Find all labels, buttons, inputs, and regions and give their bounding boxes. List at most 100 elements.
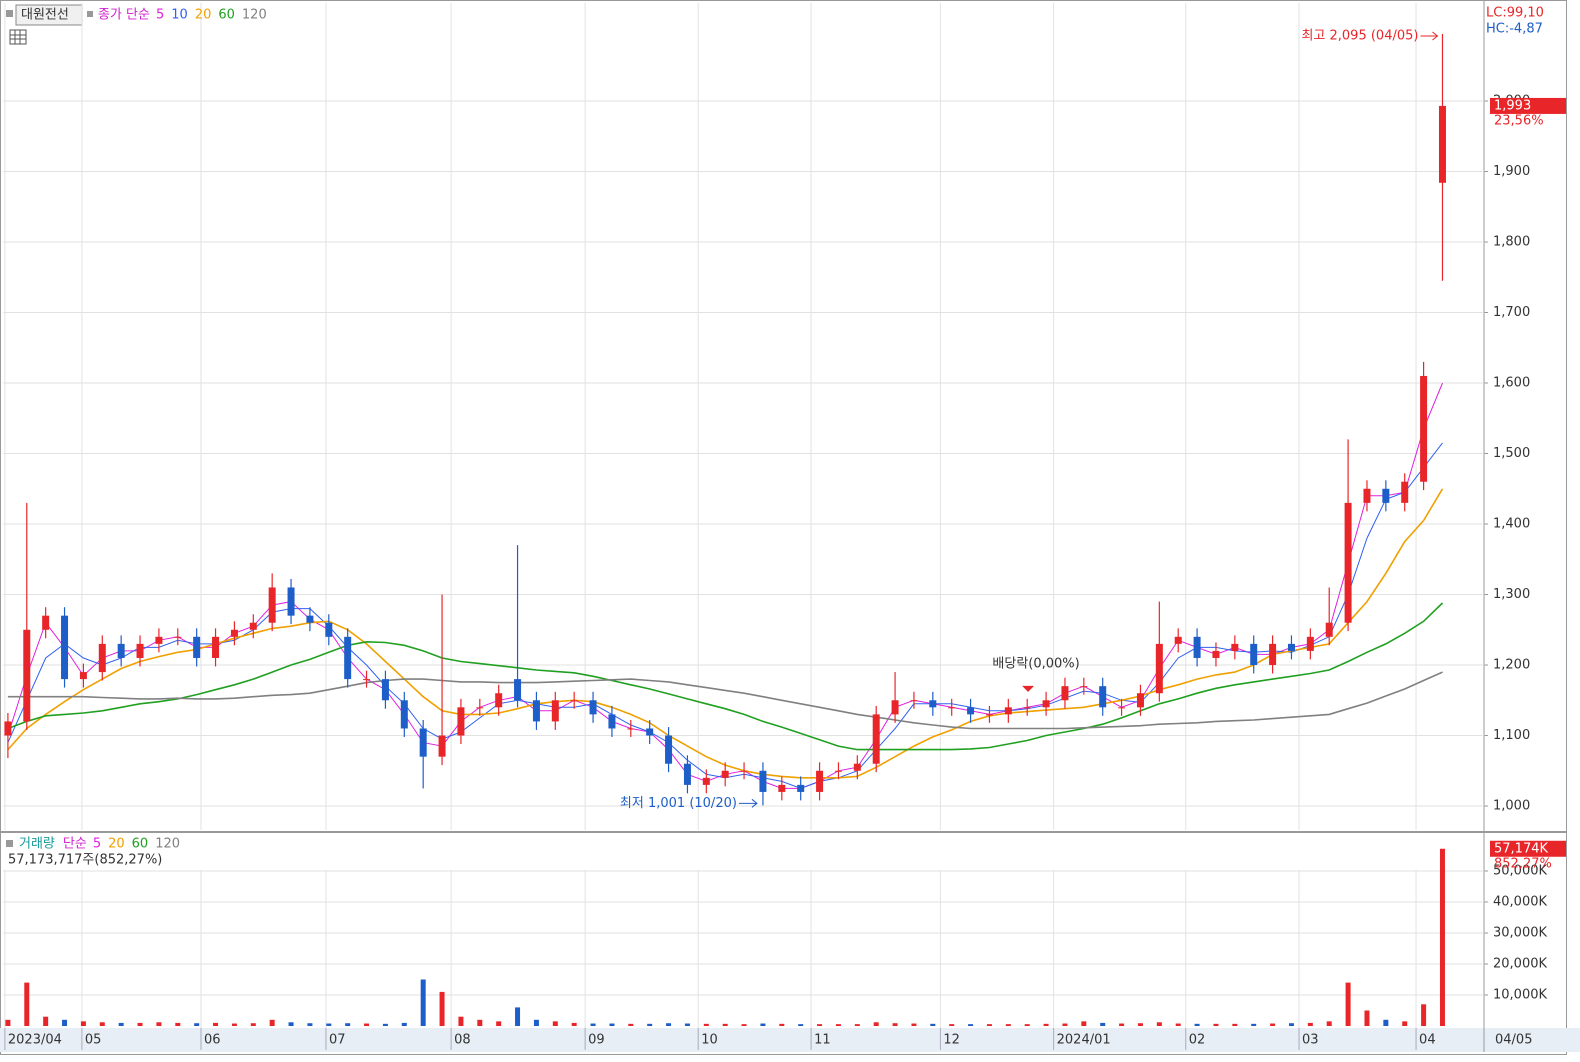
candle-body (61, 615, 69, 680)
volume-bar (1402, 1021, 1408, 1027)
volume-bar (911, 1023, 917, 1027)
volume-bar (1024, 1024, 1030, 1027)
lc-label: LC:99,10 (1486, 6, 1544, 21)
volume-bar (873, 1022, 879, 1027)
candle-body (778, 784, 786, 792)
volume-bar (288, 1022, 294, 1027)
candle-body (627, 728, 635, 730)
volume-legend-item: 60 (132, 837, 149, 852)
candle-body (1231, 643, 1239, 651)
y-tick-label: 1,200 (1493, 658, 1530, 673)
event-annotation: 배당락(0,00%) (992, 656, 1079, 671)
volume-bar (949, 1024, 955, 1027)
volume-bar (760, 1023, 766, 1027)
moving-average (7, 671, 1443, 730)
candle-body (1287, 643, 1295, 651)
volume-bar (477, 1019, 483, 1027)
last-price: 1,993 (1494, 98, 1531, 113)
volume-bar (326, 1023, 332, 1027)
candle-body (1212, 650, 1220, 658)
candle-body (419, 728, 427, 757)
volume-bar (628, 1023, 634, 1027)
x-tick-label: 12 (943, 1033, 960, 1048)
volume-bar (515, 1007, 521, 1027)
volume-bar (1439, 848, 1445, 1027)
volume-bar (817, 1024, 823, 1027)
candle-body (948, 707, 956, 709)
volume-bar (798, 1024, 804, 1027)
candle-body (1174, 636, 1182, 644)
y-tick-label: 1,400 (1493, 517, 1530, 532)
candle-body (212, 636, 220, 658)
x-tick-label: 05 (85, 1033, 102, 1048)
volume-bar (1062, 1023, 1068, 1027)
candle-body (1325, 622, 1333, 637)
candle-body (42, 615, 50, 630)
candle-body (1004, 707, 1012, 715)
volume-bar (1364, 1010, 1370, 1027)
candle-body (363, 679, 371, 681)
volume-bar (1194, 1023, 1200, 1027)
x-tick-label: 2024/01 (1057, 1033, 1111, 1048)
candle-body (400, 700, 408, 729)
candle-body (1080, 686, 1088, 688)
volume-bar (1005, 1024, 1011, 1027)
candle-body (136, 643, 144, 658)
x-tick-label: 07 (329, 1033, 346, 1048)
low-annotation: 최저 1,001 (10/20) (620, 796, 737, 811)
candle-body (1401, 481, 1409, 503)
volume-bar (307, 1023, 313, 1027)
y-tick-label: 1,600 (1493, 376, 1530, 391)
x-tick-label: 08 (454, 1033, 471, 1048)
candle-body (1155, 643, 1163, 694)
volume-bar (722, 1023, 728, 1027)
low-arrow (738, 798, 758, 808)
volume-summary: 57,173,717주(852,27%) (8, 853, 162, 868)
x-tick-label: 2023/04 (8, 1033, 62, 1048)
last-volume-box (1490, 840, 1566, 857)
y-tick-label: 40,000K (1493, 895, 1547, 910)
last-volume: 57,174K (1494, 841, 1548, 856)
ma-legend-item: 60 (218, 8, 235, 23)
volume-bar (99, 1022, 105, 1027)
grid-icon[interactable] (9, 29, 27, 45)
candle-body (1099, 686, 1107, 708)
candle-body (1363, 488, 1371, 503)
candle-body (1306, 636, 1314, 651)
volume-bar (420, 979, 426, 1027)
candle-body (495, 693, 503, 708)
y-tick-label: 1,000 (1493, 799, 1530, 814)
candle-body (646, 728, 654, 736)
volume-ma-legend-title: 단순 (63, 837, 87, 852)
last-price-box (1490, 97, 1566, 114)
candle-body (853, 763, 861, 771)
y-tick-label: 1,700 (1493, 305, 1530, 320)
volume-bar (1288, 1023, 1294, 1027)
volume-bar (250, 1023, 256, 1027)
volume-bar (590, 1023, 596, 1027)
candle-body (193, 636, 201, 658)
volume-bar (231, 1023, 237, 1027)
candle-body (344, 636, 352, 680)
candle-body (929, 700, 937, 708)
candle-body (268, 587, 276, 623)
volume-bar (1251, 1023, 1257, 1027)
volume-bar (1137, 1023, 1143, 1027)
ma-legend-item: 10 (171, 8, 188, 23)
volume-bar (779, 1023, 785, 1027)
candle-body (4, 721, 12, 736)
candle-body (551, 700, 559, 722)
volume-bar (647, 1023, 653, 1027)
volume-legend-item: 120 (155, 837, 180, 852)
panel-icon (6, 840, 13, 847)
volume-bar (496, 1021, 502, 1027)
volume-bar (1345, 982, 1351, 1027)
ma-legend-item: 20 (195, 8, 212, 23)
candle-body (834, 770, 842, 772)
volume-bar (80, 1021, 86, 1027)
volume-bar (854, 1024, 860, 1027)
volume-bar (458, 1016, 464, 1027)
